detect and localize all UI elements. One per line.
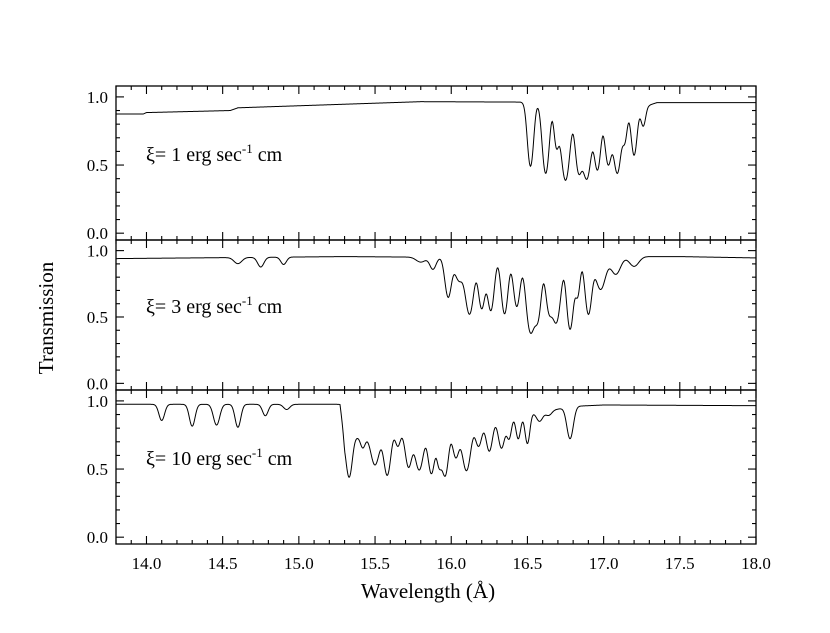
y-tick-label: 0.0: [87, 374, 108, 393]
x-tick-label: 17.0: [589, 554, 619, 573]
y-tick-label: 0.5: [87, 156, 108, 175]
panel-label-main: ξ= 10 erg sec: [146, 448, 252, 470]
transmission-curve: [116, 256, 757, 334]
panel-label: ξ= 10 erg sec-1 cm: [146, 445, 293, 470]
panel-label-unit: cm: [253, 296, 283, 318]
panel-2: 0.0 0.5 1.0 ξ= 3 erg sec-1 cm: [87, 239, 757, 393]
panel-label-unit: cm: [253, 144, 283, 166]
x-tick-label: 16.5: [513, 554, 543, 573]
x-tick-labels: 14.0 14.5 15.0 15.5 16.0 16.5 17.0 17.5 18.0: [132, 554, 771, 573]
panel-label-main: ξ= 1 erg sec: [146, 144, 242, 166]
y-axis-title: Transmission: [34, 261, 58, 374]
x-tick-label: 15.0: [284, 554, 314, 573]
y-tick-label: 0.5: [87, 460, 108, 479]
x-tick-label: 16.0: [436, 554, 466, 573]
x-axis-title: Wavelength (Å): [361, 579, 495, 603]
y-tick-label: 1.0: [87, 392, 108, 411]
transmission-curve: [116, 101, 756, 181]
x-tick-label: 15.5: [360, 554, 390, 573]
panel-1: 0.0 0.5 1.0 ξ= 1 erg sec-1 cm: [87, 85, 757, 243]
panel-label-unit: cm: [263, 448, 293, 470]
x-tick-label: 17.5: [665, 554, 695, 573]
x-tick-label: 14.0: [132, 554, 162, 573]
x-tick-label: 18.0: [741, 554, 771, 573]
panel-label-exponent: -1: [252, 445, 263, 460]
y-tick-label: 0.0: [87, 224, 108, 243]
transmission-curve: [116, 403, 756, 478]
panel-3: 0.0 0.5 1.0 ξ= 10 erg sec-1 cm: [87, 389, 757, 547]
panel-label-main: ξ= 3 erg sec: [146, 296, 242, 318]
panel-label-exponent: -1: [242, 141, 253, 156]
y-tick-label: 1.0: [87, 242, 108, 261]
panel-label: ξ= 1 erg sec-1 cm: [146, 141, 283, 166]
y-tick-label: 0.0: [87, 528, 108, 547]
panel-label-exponent: -1: [242, 293, 253, 308]
y-tick-label: 1.0: [87, 88, 108, 107]
panels-group: 0.00.51.0ξ= 1 erg sec-1 cm0.00.51.0ξ= 3 …: [87, 85, 757, 547]
panel-label: ξ= 3 erg sec-1 cm: [146, 293, 283, 318]
y-tick-label: 0.5: [87, 308, 108, 327]
x-tick-label: 14.5: [208, 554, 238, 573]
